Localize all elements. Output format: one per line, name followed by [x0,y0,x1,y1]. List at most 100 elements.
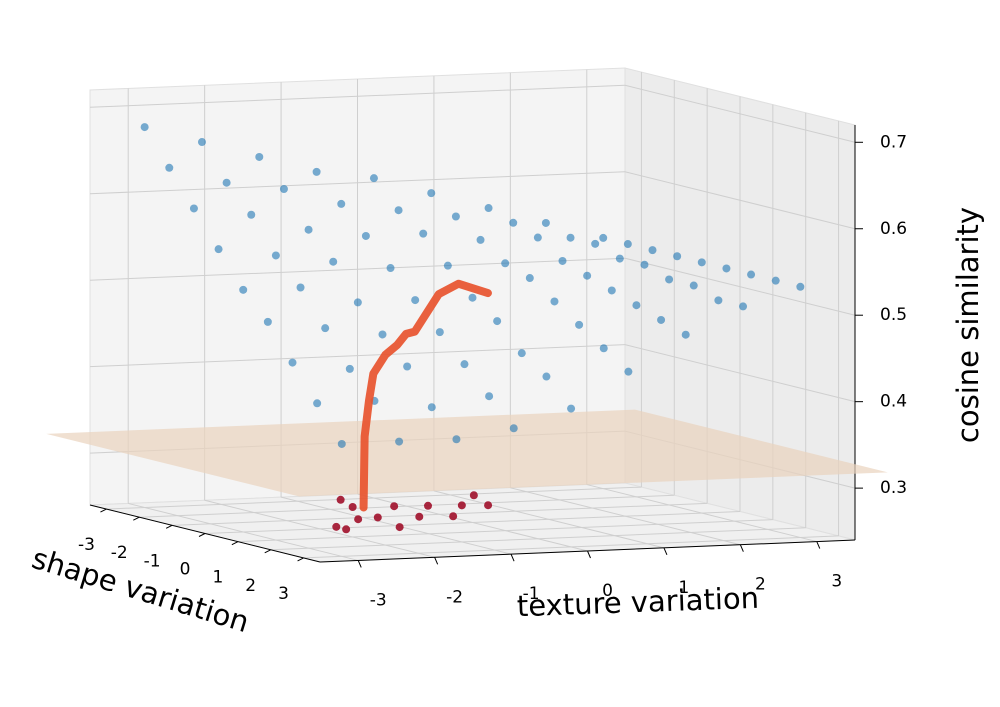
grid-line [89,344,626,368]
surface-point [484,204,493,213]
surface-point [599,344,608,353]
grid-line [624,257,856,316]
x-tick-label: 3 [278,584,289,604]
surface-point [468,293,477,302]
tick-mark [587,550,591,559]
surface-point [337,439,346,448]
surface-point [312,167,321,176]
y-tick-label: -1 [523,584,540,604]
x-tick-label: 1 [212,568,223,588]
y-tick-label: 2 [755,575,766,595]
tick-mark [663,547,668,556]
grid-line [624,171,856,230]
grid-line [128,502,359,561]
surface-point [451,212,460,221]
surface-point [689,281,698,290]
grid-line [510,487,741,546]
cluster-point [484,501,493,510]
surface-point [329,257,338,266]
surface-point [583,271,592,280]
surface-point [476,235,485,244]
surface-point [558,256,567,265]
surface-point [403,362,412,371]
surface-point [722,264,731,273]
surface-point [566,233,575,242]
surface-point [378,330,387,339]
surface-point [419,229,428,238]
surface-point [197,138,206,147]
x-tick-label: -3 [78,535,95,555]
surface-point [525,274,534,283]
surface-point [599,233,608,242]
grid-line [624,84,856,143]
surface-point [304,225,313,234]
surface-point [681,330,690,339]
surface-point [263,317,272,326]
surface-point [541,218,550,227]
surface-point [411,296,420,305]
surface-point [443,261,452,270]
surface-point [189,204,198,213]
cluster-point [469,491,478,500]
y-tick-label: -2 [446,587,463,607]
tick-mark [264,549,271,554]
surface-point [501,259,510,268]
surface-point [427,189,436,198]
surface-point [222,178,231,187]
surface-point [296,283,305,292]
grid-line [586,484,817,543]
tick-mark [133,516,140,521]
surface-point [624,367,633,376]
y-tick-label: 1 [679,578,690,598]
panes [89,67,856,563]
surface-point [369,174,378,183]
surface-point [550,297,559,306]
surface-point [345,364,354,373]
surface-point [313,399,322,408]
surface-point [640,260,649,269]
surface-point [353,298,362,307]
surface-point [697,258,706,267]
surface-point [575,320,584,329]
surface-point [427,403,436,412]
y-tick-label: -3 [370,590,387,610]
surface-point [394,206,403,215]
surface-point [288,358,297,367]
surface-point [485,392,494,401]
surface-point [165,163,174,172]
grid-line [204,499,435,558]
tick-mark [231,541,239,546]
surface-point [214,245,223,254]
y-tick-label: 3 [831,572,842,592]
tick-mark [739,544,744,552]
surface-point [493,317,502,326]
cluster-point [342,525,351,534]
surface-point [567,404,576,413]
tick-mark [100,508,107,513]
surface-point [517,349,526,358]
surface-point [796,282,805,291]
cluster-point [390,502,399,511]
surface-point [509,218,518,227]
z-tick-label: 0.5 [880,305,907,325]
grid-line [89,257,626,281]
surface-point [648,246,657,255]
cluster-point [354,515,363,524]
surface-point [321,324,330,333]
surface-point [623,240,632,249]
x-tick-label: 2 [245,576,256,596]
path-line [359,279,492,512]
surface-point [140,123,149,132]
cluster-point [373,513,382,522]
x-tick-label: -1 [144,551,161,571]
surface-point [509,424,518,433]
surface-point [632,301,641,310]
z-tick-label: 0.6 [880,219,907,239]
surface-point [714,296,723,305]
tick-mark [297,557,304,562]
surface-point [771,276,780,285]
surface-point [591,239,600,248]
surface-point [361,231,370,240]
surface-point [542,372,551,381]
